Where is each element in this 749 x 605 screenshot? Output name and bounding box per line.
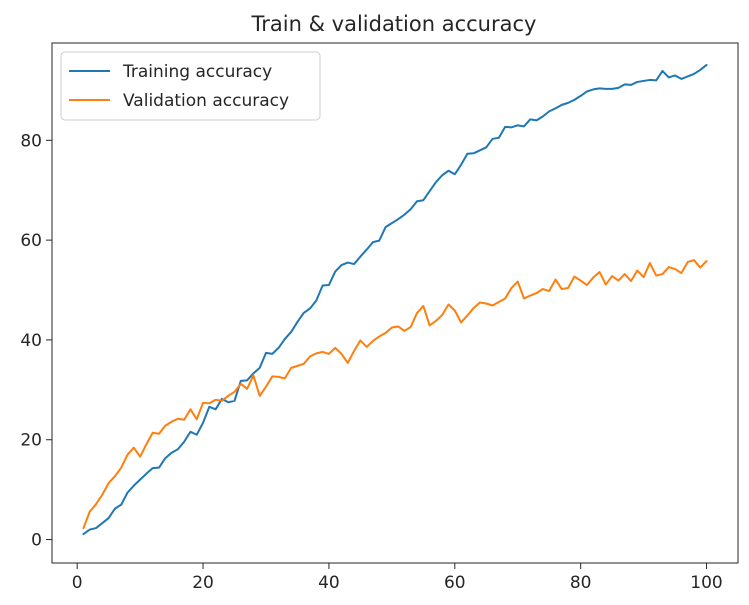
x-tick-label: 100	[690, 573, 722, 593]
x-tick-label: 0	[72, 573, 83, 593]
legend-label: Validation accuracy	[123, 91, 289, 111]
x-tick-label: 80	[570, 573, 592, 593]
plot-area	[51, 42, 739, 564]
x-axis: 0 20 40 60 80 100	[72, 563, 723, 593]
y-tick-label: 0	[31, 531, 42, 551]
chart-title: Train & validation accuracy	[251, 12, 537, 36]
y-tick-label: 20	[20, 431, 42, 451]
y-axis: 0 20 40 60 80	[20, 131, 52, 551]
legend-box	[60, 51, 321, 121]
y-tick-label: 60	[20, 231, 42, 251]
legend: Training accuracy Validation accuracy	[60, 51, 321, 121]
legend-label: Training accuracy	[122, 62, 272, 82]
x-tick-label: 20	[192, 573, 214, 593]
x-tick-label: 40	[318, 573, 340, 593]
x-tick-label: 60	[444, 573, 466, 593]
series-line-validation	[82, 259, 708, 530]
y-tick-label: 40	[20, 331, 42, 351]
series-layer	[82, 63, 708, 536]
series-line-training	[82, 63, 708, 536]
y-tick-label: 80	[20, 131, 42, 151]
